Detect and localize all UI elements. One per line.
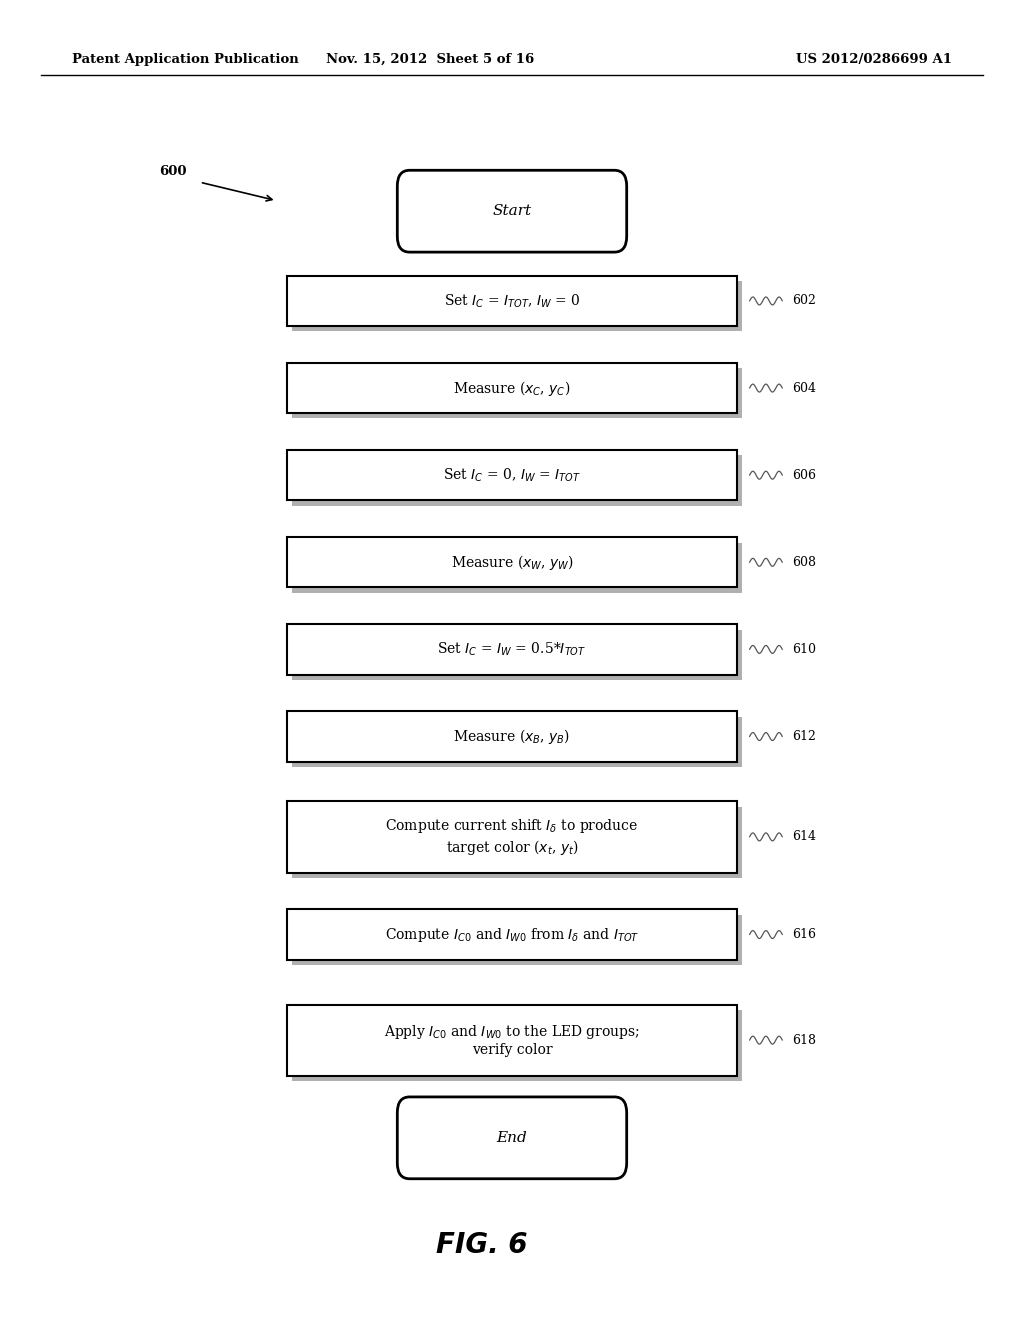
Text: 614: 614 xyxy=(793,830,816,843)
FancyBboxPatch shape xyxy=(287,450,737,500)
FancyBboxPatch shape xyxy=(292,1010,742,1081)
Text: Start: Start xyxy=(493,205,531,218)
Text: Patent Application Publication: Patent Application Publication xyxy=(72,53,298,66)
FancyBboxPatch shape xyxy=(287,624,737,675)
Text: Measure ($x_C$, $y_C$): Measure ($x_C$, $y_C$) xyxy=(454,379,570,397)
FancyBboxPatch shape xyxy=(292,455,742,506)
Text: 612: 612 xyxy=(793,730,816,743)
Text: Set $I_C$ = 0, $I_W$ = $I_{TOT}$: Set $I_C$ = 0, $I_W$ = $I_{TOT}$ xyxy=(443,466,581,484)
Text: 600: 600 xyxy=(159,165,186,178)
FancyBboxPatch shape xyxy=(292,915,742,965)
Text: 616: 616 xyxy=(793,928,816,941)
FancyBboxPatch shape xyxy=(292,630,742,680)
Text: Measure ($x_W$, $y_W$): Measure ($x_W$, $y_W$) xyxy=(451,553,573,572)
FancyBboxPatch shape xyxy=(287,276,737,326)
Text: Compute current shift $I_\delta$ to produce
target color ($x_t$, $y_t$): Compute current shift $I_\delta$ to prod… xyxy=(385,817,639,857)
FancyBboxPatch shape xyxy=(287,801,737,873)
FancyBboxPatch shape xyxy=(292,368,742,418)
Text: Nov. 15, 2012  Sheet 5 of 16: Nov. 15, 2012 Sheet 5 of 16 xyxy=(326,53,535,66)
Text: 610: 610 xyxy=(793,643,816,656)
Text: FIG. 6: FIG. 6 xyxy=(435,1230,527,1259)
FancyBboxPatch shape xyxy=(287,363,737,413)
FancyBboxPatch shape xyxy=(292,543,742,593)
FancyBboxPatch shape xyxy=(292,281,742,331)
FancyBboxPatch shape xyxy=(287,909,737,960)
FancyBboxPatch shape xyxy=(287,1005,737,1076)
Text: Set $I_C$ = $I_W$ = 0.5*$I_{TOT}$: Set $I_C$ = $I_W$ = 0.5*$I_{TOT}$ xyxy=(437,640,587,659)
Text: Apply $I_{C0}$ and $I_{W0}$ to the LED groups;
verify color: Apply $I_{C0}$ and $I_{W0}$ to the LED g… xyxy=(384,1023,640,1057)
FancyBboxPatch shape xyxy=(287,711,737,762)
Text: US 2012/0286699 A1: US 2012/0286699 A1 xyxy=(797,53,952,66)
FancyBboxPatch shape xyxy=(287,537,737,587)
Text: Set $I_C$ = $I_{TOT}$, $I_W$ = 0: Set $I_C$ = $I_{TOT}$, $I_W$ = 0 xyxy=(443,292,581,310)
Text: End: End xyxy=(497,1131,527,1144)
FancyBboxPatch shape xyxy=(397,170,627,252)
Text: 604: 604 xyxy=(793,381,816,395)
Text: 608: 608 xyxy=(793,556,816,569)
Text: 602: 602 xyxy=(793,294,816,308)
Text: 606: 606 xyxy=(793,469,816,482)
Text: Compute $I_{C0}$ and $I_{W0}$ from $I_\delta$ and $I_{TOT}$: Compute $I_{C0}$ and $I_{W0}$ from $I_\d… xyxy=(385,925,639,944)
FancyBboxPatch shape xyxy=(292,717,742,767)
Text: Measure ($x_B$, $y_B$): Measure ($x_B$, $y_B$) xyxy=(454,727,570,746)
FancyBboxPatch shape xyxy=(292,807,742,878)
FancyBboxPatch shape xyxy=(397,1097,627,1179)
Text: 618: 618 xyxy=(793,1034,816,1047)
